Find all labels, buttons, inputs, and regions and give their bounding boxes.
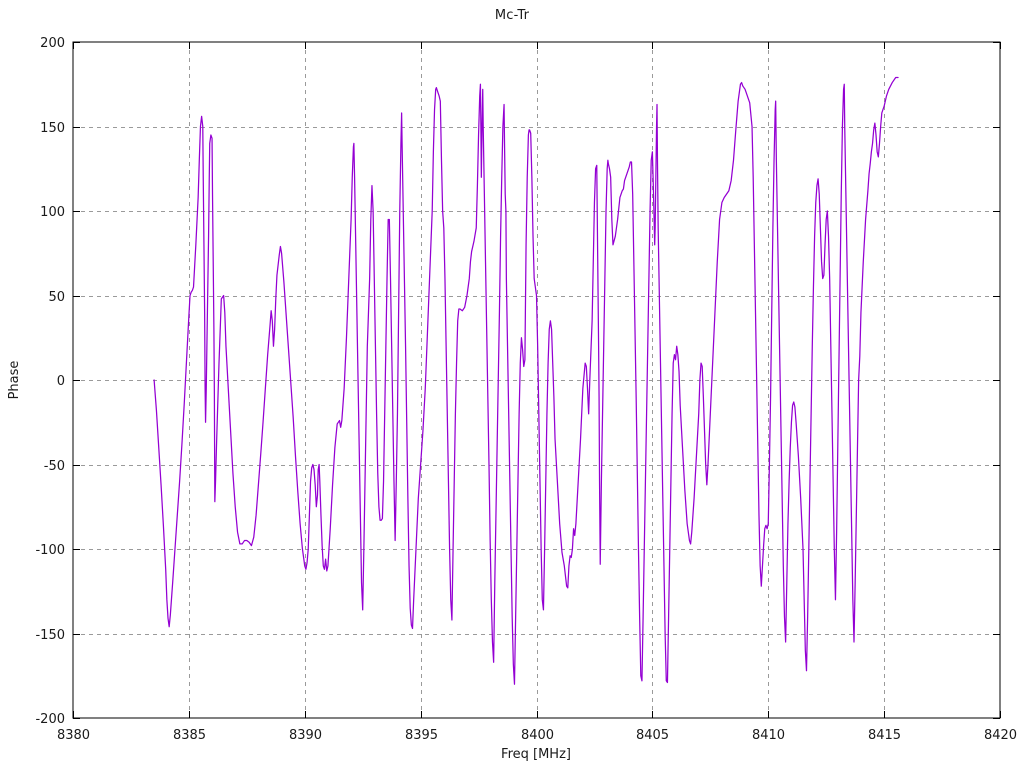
y-tick-label: 100 xyxy=(40,205,65,220)
x-tick-label: 8395 xyxy=(405,728,438,743)
y-tick-label: -100 xyxy=(35,543,65,558)
y-axis-tick-labels: -200 -150 -100 -50 0 50 100 150 200 xyxy=(35,36,65,727)
x-tick-label: 8400 xyxy=(521,728,554,743)
x-tick-label: 8390 xyxy=(289,728,322,743)
plot-frame xyxy=(72,41,1001,719)
y-axis-title: Phase xyxy=(7,361,22,400)
y-tick-label: 50 xyxy=(48,290,65,305)
x-tick-label: 8380 xyxy=(57,728,90,743)
x-tick-label: 8405 xyxy=(636,728,669,743)
x-axis-title: Freq [MHz] xyxy=(501,747,571,762)
y-tick-label: -150 xyxy=(35,628,65,643)
chart-title: Mc-Tr xyxy=(494,8,530,23)
y-tick-label: 200 xyxy=(40,36,65,51)
x-tick-label: 8415 xyxy=(868,728,901,743)
y-tick-label: -50 xyxy=(44,459,65,474)
x-axis-tick-labels: 8380 8385 8390 8395 8400 8405 8410 8415 8420 xyxy=(57,728,1017,743)
x-tick-label: 8385 xyxy=(173,728,206,743)
x-tick-label: 8410 xyxy=(752,728,785,743)
data-series-group xyxy=(153,76,899,685)
x-tick-label: 8420 xyxy=(984,728,1017,743)
y-tick-label: -200 xyxy=(35,712,65,727)
y-tick-label: 150 xyxy=(40,121,65,136)
y-tick-label: 0 xyxy=(57,374,65,389)
data-series-line xyxy=(153,76,899,685)
